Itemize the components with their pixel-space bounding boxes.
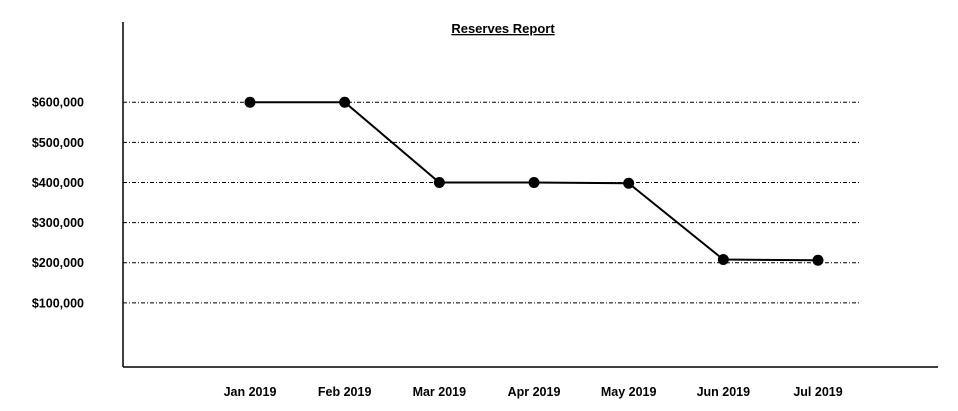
data-point: [244, 96, 256, 108]
y-tick-label: $100,000: [32, 296, 84, 310]
x-tick-label: Jul 2019: [793, 385, 842, 399]
x-tick-labels: Jan 2019 Feb 2019 Mar 2019 Apr 2019 May 2019…: [224, 385, 843, 399]
data-point: [528, 176, 540, 188]
y-tick-label: $600,000: [32, 96, 84, 110]
x-tick-label: Apr 2019: [508, 385, 561, 399]
y-tick-labels: $100,000 $200,000 $300,000 $400,000 $500,000…: [32, 96, 84, 311]
y-tick-label: $500,000: [32, 136, 84, 150]
data-point: [339, 96, 351, 108]
gridlines: [123, 101, 860, 304]
x-tick-label: Jun 2019: [697, 385, 751, 399]
data-point: [433, 176, 445, 188]
x-tick-label: Mar 2019: [413, 385, 467, 399]
y-tick-label: $300,000: [32, 216, 84, 230]
x-tick-label: May 2019: [601, 385, 657, 399]
x-tick-label: Jan 2019: [224, 385, 277, 399]
series: [244, 96, 824, 266]
y-tick-label: $200,000: [32, 256, 84, 270]
x-tick-label: Feb 2019: [318, 385, 372, 399]
axes: [122, 22, 938, 368]
y-tick-label: $400,000: [32, 176, 84, 190]
data-point: [623, 177, 635, 189]
data-point: [717, 253, 729, 265]
chart-title: Reserves Report: [451, 21, 555, 36]
data-point: [812, 254, 824, 266]
